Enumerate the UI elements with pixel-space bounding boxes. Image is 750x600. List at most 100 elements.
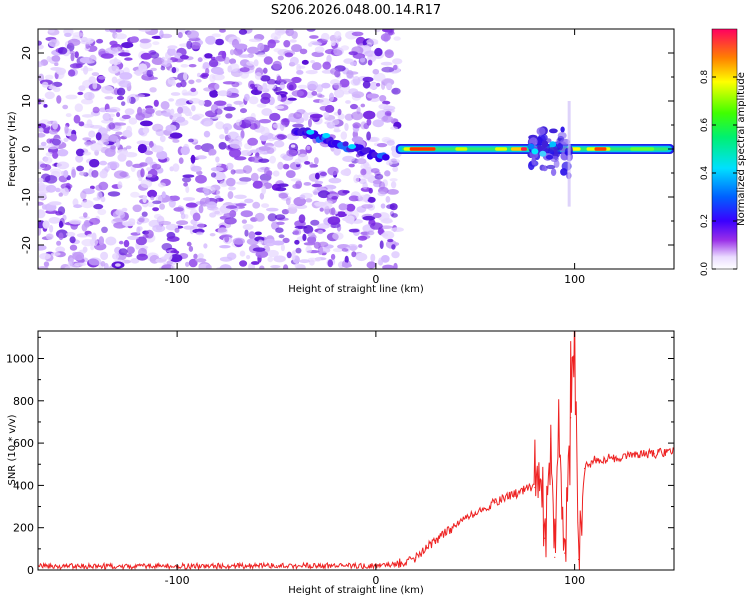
noise-blob [361,204,374,209]
noise-blob [114,33,127,40]
noise-blob [115,138,121,148]
noise-blob [190,87,197,93]
noise-blob [240,108,247,114]
noise-blob [329,208,334,215]
noise-blob [203,99,212,107]
noise-blob [322,61,332,70]
snr-data-point [583,467,586,470]
noise-blob [188,258,198,268]
noise-blob [372,212,382,219]
noise-blob [152,200,162,205]
noise-blob [331,196,339,200]
noise-blob [270,265,281,269]
noise-blob [381,233,389,237]
noise-blob [386,204,395,210]
noise-blob [280,118,290,126]
noise-blob [277,161,284,170]
noise-blob [38,201,44,206]
noise-blob [73,204,83,209]
noise-blob [392,166,399,172]
noise-blob [191,105,196,112]
noise-blob [235,203,247,207]
noise-blob [40,163,47,168]
noise-blob [55,187,61,193]
noise-blob [317,223,330,230]
noise-blob [180,212,186,220]
noise-blob [89,217,101,225]
noise-blob [310,219,320,226]
noise-blob [309,162,314,169]
snr-y-tick-label: 1000 [6,352,34,365]
noise-blob [366,131,371,141]
noise-blob [190,165,202,172]
noise-blob [260,126,270,136]
noise-blob [51,81,63,87]
noise-blob [144,150,154,156]
noise-blob [70,52,75,62]
noise-blob [244,198,254,204]
noise-blob [277,183,289,187]
noise-blob [266,207,279,212]
noise-blob [90,125,103,129]
noise-blob [44,175,58,184]
noise-blob [211,33,221,38]
signal-hotspot [511,147,523,151]
noise-blob [374,47,383,57]
drift-blob [381,154,390,161]
noise-blob [238,54,252,58]
noise-blob [348,51,358,56]
noise-blob [281,209,289,215]
noise-blob [351,31,364,37]
noise-blob [203,243,208,249]
noise-blob [40,141,47,147]
noise-blob [311,90,318,96]
noise-blob [298,65,306,69]
noise-blob [176,116,186,123]
noise-blob [332,232,344,241]
noise-blob [263,67,268,74]
noise-blob [142,195,147,204]
noise-blob [115,263,121,267]
noise-blob [213,100,227,106]
noise-blob [363,110,376,120]
noise-blob [391,227,404,233]
noise-blob [124,108,135,115]
noise-blob [126,246,135,254]
noise-blob [235,119,242,126]
noise-blob [145,108,155,115]
noise-blob [248,96,259,105]
noise-blob [333,129,341,133]
noise-blob [68,50,76,55]
disturbance-blob [536,127,546,136]
noise-blob [55,211,63,216]
noise-blob [183,225,195,230]
noise-blob [173,113,182,118]
noise-blob [268,96,275,106]
noise-blob [372,68,380,75]
disturbance-streak [567,101,571,207]
noise-blob [376,143,388,148]
noise-blob [210,56,217,61]
noise-blob [289,39,297,43]
noise-blob [327,166,339,176]
noise-blob [172,163,180,172]
snr-data-point [570,417,572,419]
noise-blob [381,115,394,123]
noise-blob [351,251,357,258]
noise-blob [258,239,264,245]
noise-blob [294,263,301,269]
noise-blob [72,251,85,261]
noise-blob [381,66,395,73]
noise-blob [290,144,296,148]
noise-blob [310,113,323,119]
noise-blob [296,63,301,73]
noise-blob [91,170,99,178]
noise-blob [155,110,163,116]
noise-blob [197,223,205,228]
noise-blob [70,133,77,142]
noise-blob [261,108,273,116]
noise-blob [264,166,270,177]
noise-blob [108,65,120,74]
noise-blob [242,165,253,174]
noise-blob [333,47,344,56]
